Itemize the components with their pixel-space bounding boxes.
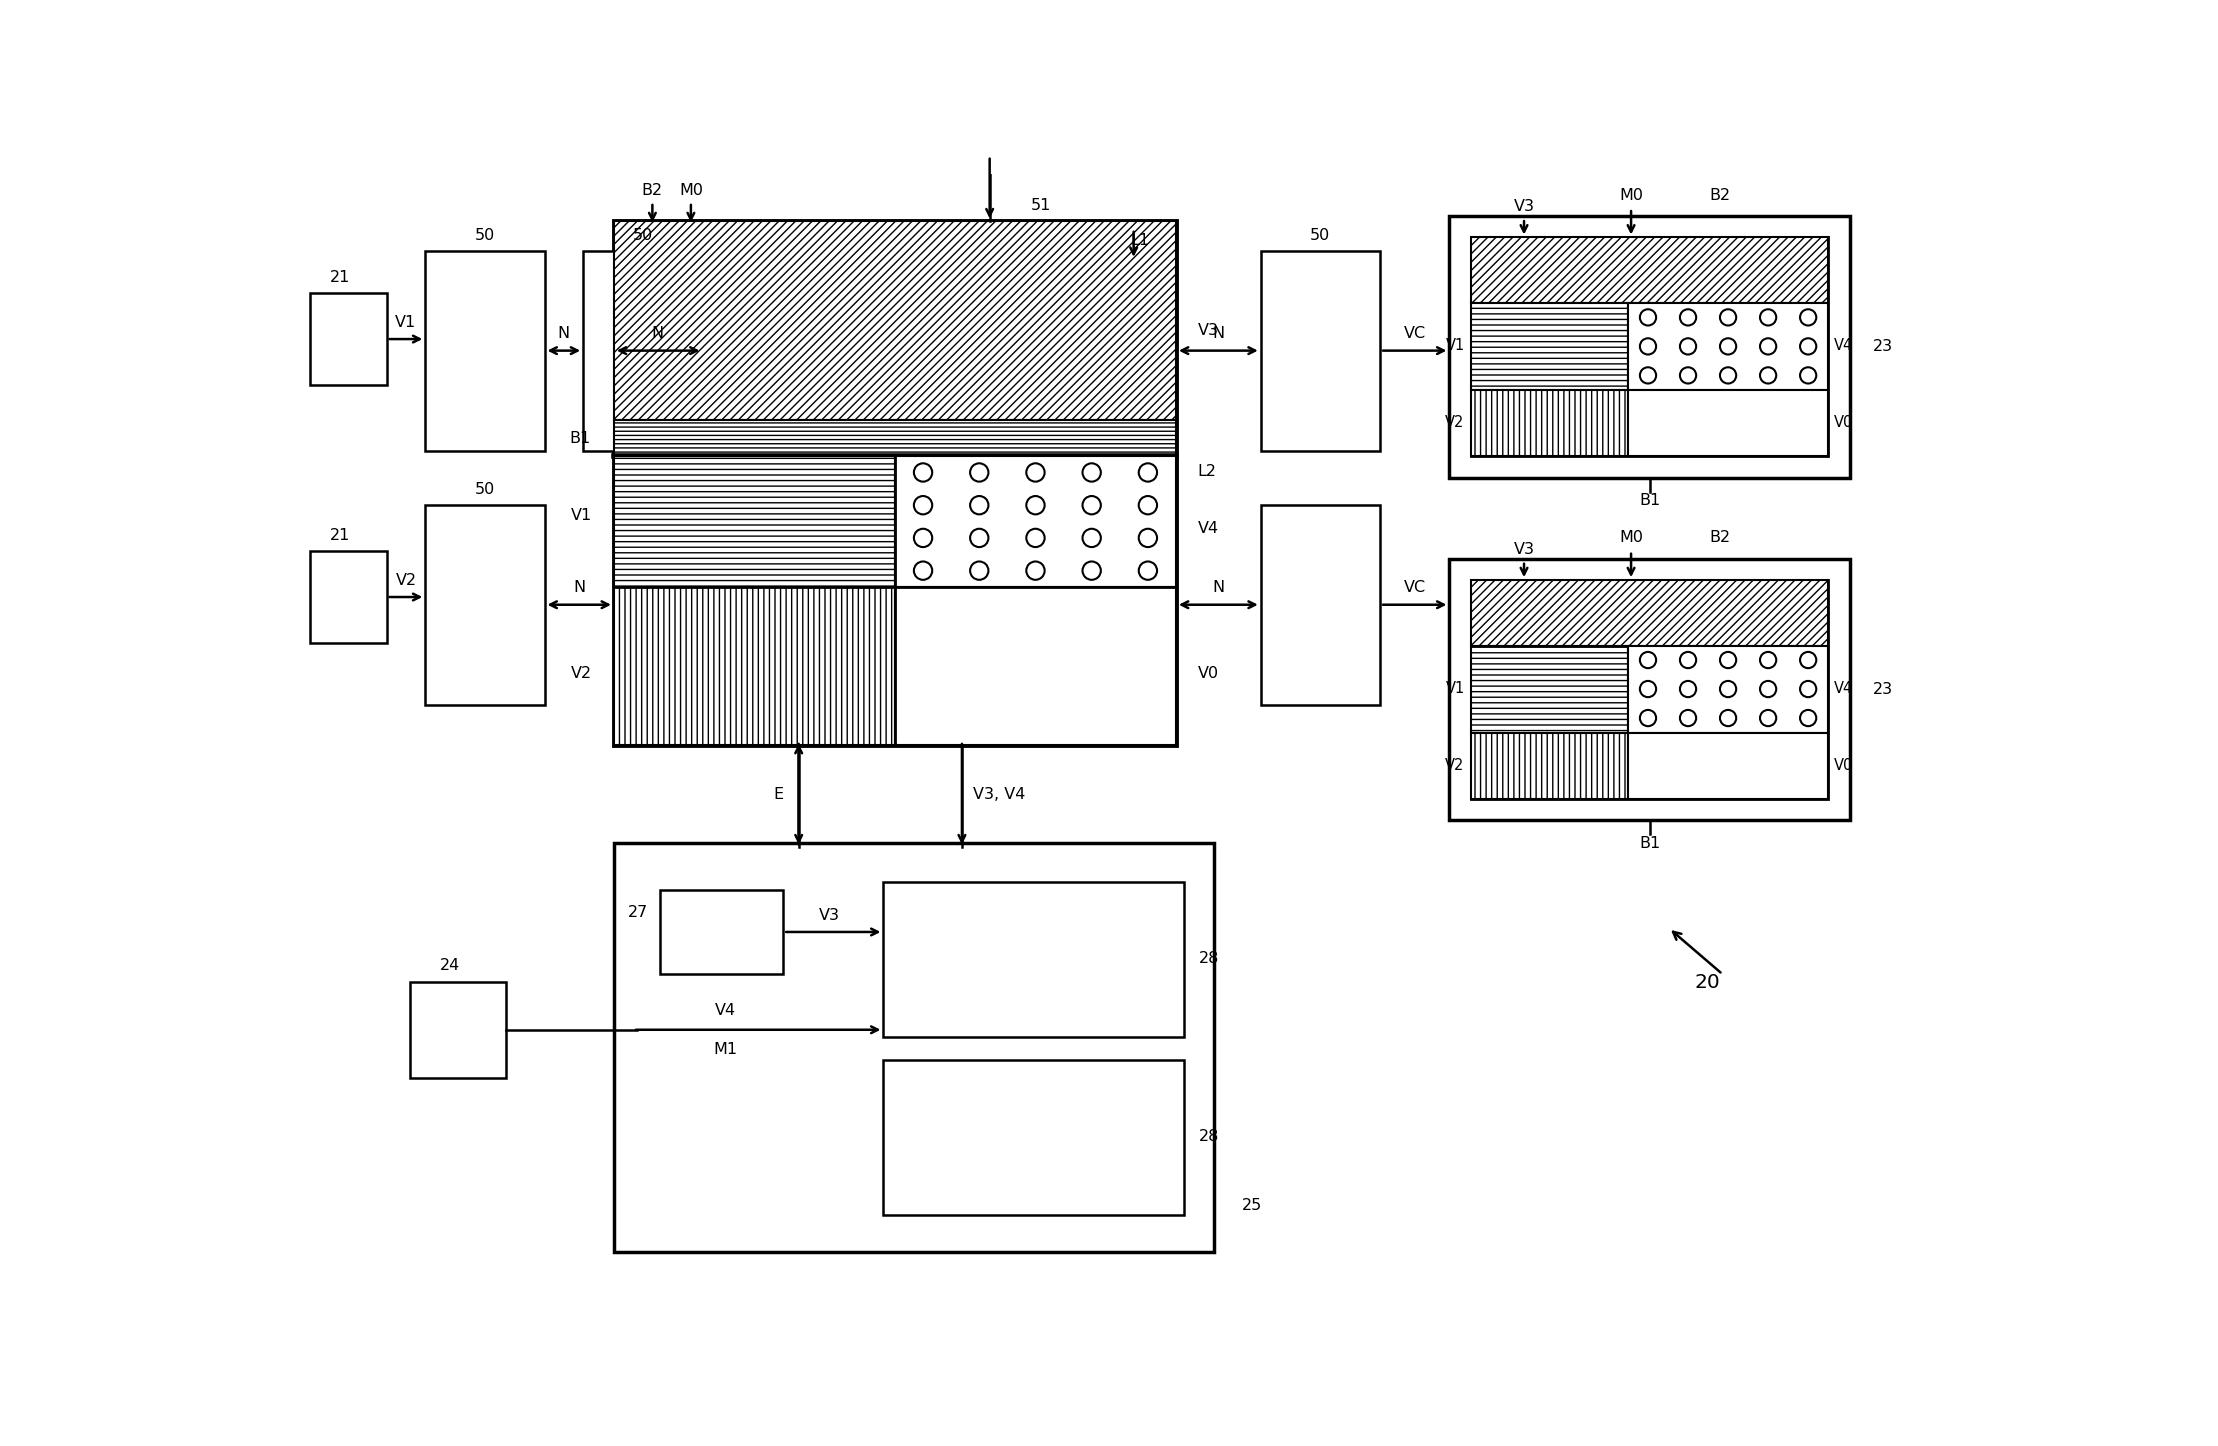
Text: V2: V2 [572, 667, 592, 681]
Text: 50: 50 [475, 227, 495, 243]
Text: 24: 24 [439, 957, 459, 973]
Bar [1471, 580, 1828, 798]
Bar [1628, 390, 1828, 455]
Bar [614, 843, 1215, 1252]
Text: M1: M1 [714, 1041, 739, 1057]
Text: E: E [774, 787, 783, 801]
Text: B1: B1 [570, 431, 590, 445]
Text: 50: 50 [632, 227, 652, 243]
Bar [923, 0, 1058, 152]
Bar [426, 250, 546, 451]
Bar [426, 505, 546, 704]
Text: B2: B2 [1710, 188, 1730, 202]
Text: N: N [652, 327, 663, 341]
Text: M0: M0 [1619, 188, 1644, 202]
Bar [614, 419, 1176, 455]
Bar [410, 982, 506, 1079]
Text: V2: V2 [395, 573, 417, 587]
Text: L2: L2 [1198, 464, 1215, 479]
Bar [883, 882, 1184, 1037]
Text: 27: 27 [628, 905, 648, 920]
Bar [614, 587, 894, 745]
Bar [1628, 302, 1828, 390]
Text: V4: V4 [1198, 521, 1218, 535]
Text: V3: V3 [1198, 322, 1218, 338]
Text: B1: B1 [1639, 836, 1659, 850]
Text: 50: 50 [1311, 227, 1331, 243]
Text: M0: M0 [1619, 531, 1644, 545]
Text: V0: V0 [1834, 415, 1854, 431]
Text: 20: 20 [1695, 973, 1721, 992]
Text: B2: B2 [641, 184, 663, 198]
Text: 50: 50 [475, 482, 495, 497]
Bar [311, 294, 386, 385]
Bar [661, 889, 783, 975]
Text: V4: V4 [1834, 338, 1854, 353]
Text: N: N [1213, 327, 1224, 341]
Bar [1471, 645, 1628, 733]
Text: 23: 23 [1872, 340, 1892, 354]
Text: L1: L1 [1129, 233, 1149, 249]
Bar [1471, 733, 1628, 798]
Text: 23: 23 [1872, 683, 1892, 697]
Bar [894, 587, 1176, 745]
Bar [1628, 645, 1828, 733]
Text: N: N [557, 327, 570, 341]
Text: VC: VC [1404, 327, 1426, 341]
Bar [1471, 237, 1828, 302]
Bar [1628, 733, 1828, 798]
Bar [1448, 215, 1850, 477]
Text: V3: V3 [1513, 200, 1535, 214]
Bar [1260, 505, 1380, 704]
Bar [1260, 250, 1380, 451]
Text: V1: V1 [1446, 338, 1464, 353]
Text: 25: 25 [1242, 1197, 1262, 1213]
Text: V2: V2 [1446, 415, 1464, 431]
Bar [614, 455, 894, 587]
Text: V1: V1 [1446, 681, 1464, 696]
Text: N: N [572, 580, 586, 596]
Text: V1: V1 [570, 508, 592, 522]
Text: V4: V4 [1834, 681, 1854, 696]
Text: 21: 21 [330, 528, 350, 542]
Bar [614, 221, 1176, 745]
Text: B2: B2 [1710, 531, 1730, 545]
Text: M0: M0 [679, 184, 703, 198]
Text: V3, V4: V3, V4 [974, 787, 1027, 801]
Text: 28: 28 [1200, 1129, 1220, 1144]
Bar [1471, 580, 1828, 645]
Text: V3: V3 [1513, 542, 1535, 557]
Text: VC: VC [1404, 580, 1426, 596]
Bar [1471, 302, 1628, 390]
Text: V2: V2 [1446, 758, 1464, 774]
Text: V0: V0 [1834, 758, 1854, 774]
Bar [311, 551, 386, 643]
Bar [894, 455, 1176, 587]
Text: V0: V0 [1198, 667, 1218, 681]
Text: V4: V4 [714, 1004, 736, 1018]
Text: 21: 21 [330, 270, 350, 285]
Bar [1471, 390, 1628, 455]
Bar [583, 250, 703, 451]
Text: N: N [1213, 580, 1224, 596]
Bar [883, 1060, 1184, 1215]
Text: V1: V1 [395, 315, 417, 330]
Bar [614, 221, 1176, 419]
Text: 28: 28 [1200, 951, 1220, 966]
Text: 51: 51 [1031, 198, 1051, 214]
Bar [1471, 237, 1828, 455]
Text: B1: B1 [1639, 493, 1659, 509]
Text: V3: V3 [818, 908, 841, 923]
Bar [1448, 558, 1850, 820]
